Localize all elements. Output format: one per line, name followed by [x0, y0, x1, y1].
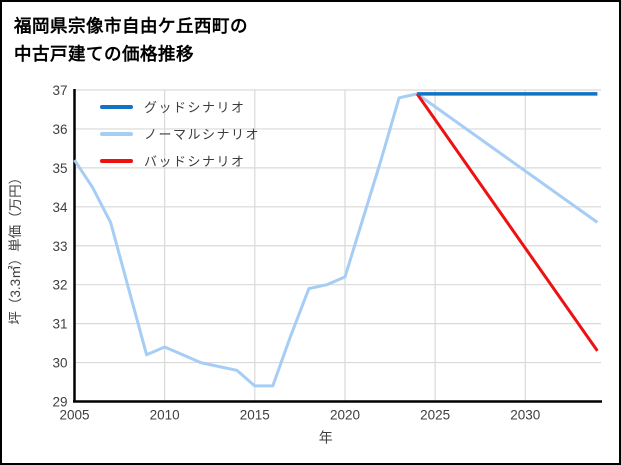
legend: グッドシナリオ ノーマルシナリオ バッドシナリオ — [100, 93, 260, 174]
y-axis-title: 坪（3.3㎡）単価（万円） — [8, 171, 23, 325]
y-tick-label-29: 29 — [52, 395, 67, 410]
y-tick-label-35: 35 — [52, 161, 67, 176]
good-scenario-label: グッドシナリオ — [144, 100, 246, 115]
x-tick-label-2005: 2005 — [59, 408, 89, 423]
good-scenario-swatch — [100, 104, 133, 109]
x-axis-title: 年 — [319, 430, 333, 446]
bad-scenario-swatch — [100, 158, 133, 163]
x-tick-label-2030: 2030 — [510, 408, 540, 423]
chart-title-line2: 中古戸建ての価格推移 — [14, 44, 194, 64]
x-tick-label-2020: 2020 — [330, 408, 360, 423]
x-tick-label-2015: 2015 — [240, 408, 270, 423]
y-tick-label-37: 37 — [52, 83, 67, 98]
legend-item-normal-scenario: ノーマルシナリオ — [100, 120, 260, 147]
y-tick-label-32: 32 — [52, 278, 67, 293]
y-tick-label-33: 33 — [52, 239, 67, 254]
y-tick-label-34: 34 — [52, 200, 68, 215]
y-tick-label-36: 36 — [52, 122, 67, 137]
normal-scenario-line — [73, 92, 599, 388]
x-tick-label-2025: 2025 — [420, 408, 450, 423]
bad-scenario-label: バッドシナリオ — [144, 154, 246, 169]
bad-scenario-line — [415, 93, 599, 352]
chart-title-line1: 福岡県宗像市自由ケ丘西町の — [14, 16, 248, 36]
x-tick-label-2010: 2010 — [150, 408, 180, 423]
normal-scenario-swatch — [100, 131, 133, 136]
chart-title: 福岡県宗像市自由ケ丘西町の 中古戸建ての価格推移 — [14, 12, 248, 68]
legend-item-bad-scenario: バッドシナリオ — [100, 147, 260, 174]
legend-item-good-scenario: グッドシナリオ — [100, 93, 260, 120]
normal-scenario-label: ノーマルシナリオ — [144, 127, 261, 142]
y-tick-label-30: 30 — [52, 356, 67, 371]
y-tick-label-31: 31 — [52, 317, 67, 332]
